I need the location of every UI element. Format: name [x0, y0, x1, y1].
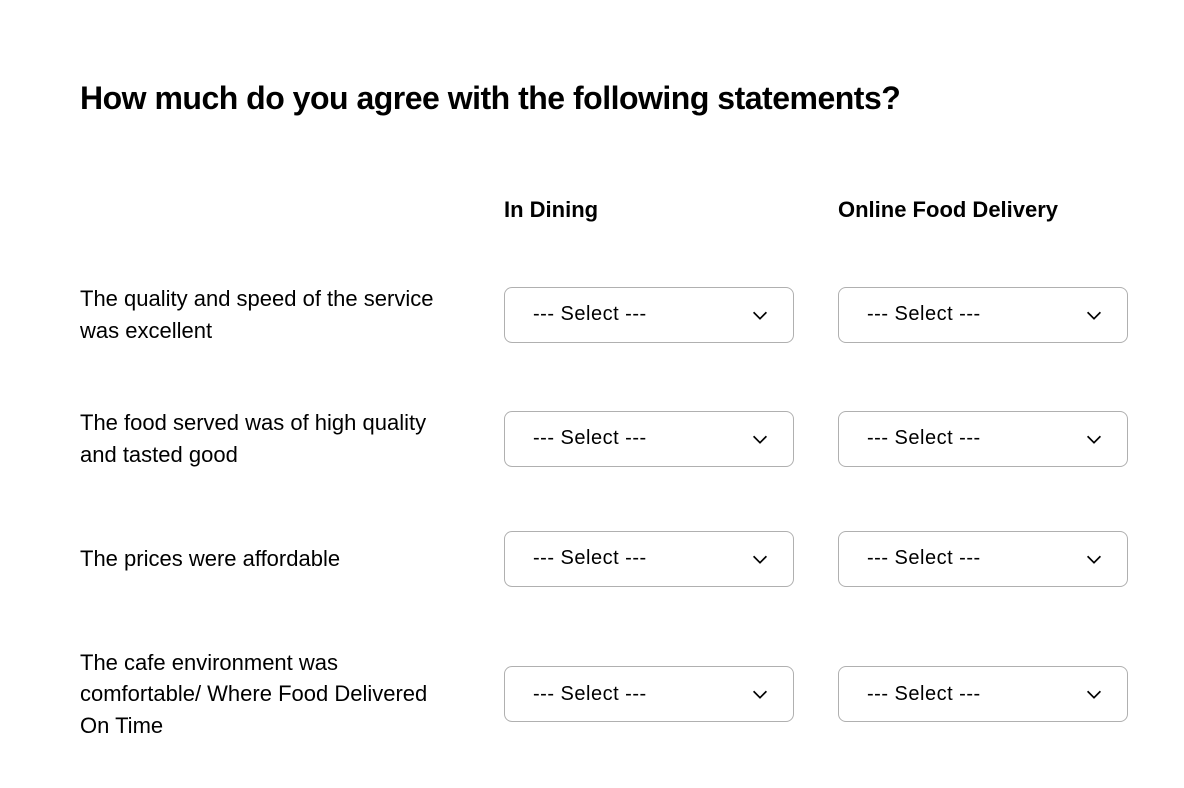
select-online-delivery-row-2[interactable]: --- Select --- — [838, 531, 1128, 587]
chevron-down-icon — [749, 304, 771, 326]
chevron-down-icon — [1083, 304, 1105, 326]
chevron-down-icon — [1083, 683, 1105, 705]
select-placeholder: --- Select --- — [533, 547, 647, 570]
chevron-down-icon — [1083, 428, 1105, 450]
select-placeholder: --- Select --- — [867, 547, 981, 570]
row-label: The food served was of high quality and … — [80, 407, 460, 471]
row-label: The cafe environment was comfortable/ Wh… — [80, 647, 460, 743]
chevron-down-icon — [749, 683, 771, 705]
chevron-down-icon — [1083, 548, 1105, 570]
select-online-delivery-row-3[interactable]: --- Select --- — [838, 666, 1128, 722]
row-label: The quality and speed of the service was… — [80, 283, 460, 347]
select-in-dining-row-3[interactable]: --- Select --- — [504, 666, 794, 722]
chevron-down-icon — [749, 548, 771, 570]
select-placeholder: --- Select --- — [867, 427, 981, 450]
select-placeholder: --- Select --- — [867, 303, 981, 326]
survey-title: How much do you agree with the following… — [80, 80, 1104, 117]
select-placeholder: --- Select --- — [533, 303, 647, 326]
select-placeholder: --- Select --- — [533, 427, 647, 450]
select-in-dining-row-1[interactable]: --- Select --- — [504, 411, 794, 467]
survey-card: How much do you agree with the following… — [0, 0, 1184, 788]
row-label: The prices were affordable — [80, 543, 460, 575]
select-placeholder: --- Select --- — [867, 683, 981, 706]
survey-matrix: In Dining Online Food Delivery The quali… — [80, 197, 1104, 742]
column-header-in-dining: In Dining — [504, 197, 794, 223]
select-placeholder: --- Select --- — [533, 683, 647, 706]
column-header-online-delivery: Online Food Delivery — [838, 197, 1128, 223]
select-in-dining-row-0[interactable]: --- Select --- — [504, 287, 794, 343]
chevron-down-icon — [749, 428, 771, 450]
select-online-delivery-row-1[interactable]: --- Select --- — [838, 411, 1128, 467]
select-online-delivery-row-0[interactable]: --- Select --- — [838, 287, 1128, 343]
select-in-dining-row-2[interactable]: --- Select --- — [504, 531, 794, 587]
